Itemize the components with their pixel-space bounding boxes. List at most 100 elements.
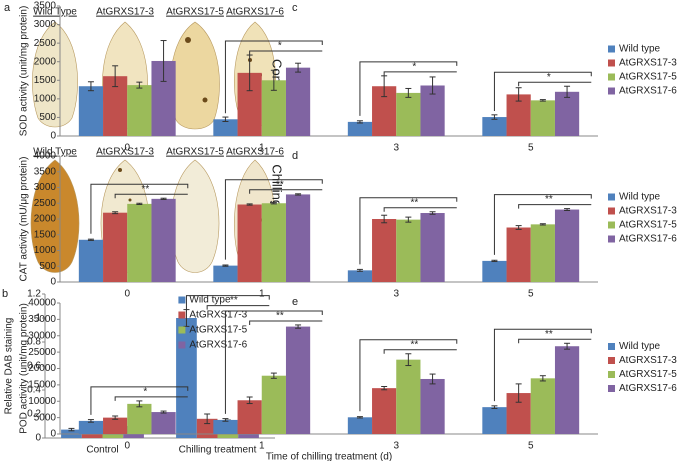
legend-swatch: [608, 357, 615, 364]
y-axis-label: POD activity (unit/mg protein): [19, 303, 30, 434]
legend-label: AtGRXS17-6: [619, 383, 677, 394]
significance: *: [143, 387, 147, 398]
bracket: [359, 339, 458, 412]
legend-label: Wild type: [619, 44, 661, 55]
y-axis-label: SOD activity (unit/mg protein): [19, 6, 30, 137]
y-tick-label: 35000: [28, 314, 56, 325]
bracket: [224, 179, 323, 260]
bar: [506, 227, 531, 282]
x-tick-label: 0: [124, 143, 130, 154]
legend-label: AtGRXS17-3: [189, 310, 247, 321]
x-tick-label: 1: [259, 441, 265, 452]
bracket: [249, 320, 323, 325]
x-tick-label: 3: [393, 289, 399, 300]
y-tick-label: 4000: [34, 151, 57, 162]
y-tick-label: 5000: [34, 412, 57, 423]
legend-swatch: [178, 341, 186, 349]
legend-label: AtGRXS17-3: [619, 58, 677, 69]
bar: [127, 403, 152, 434]
column-header: AtGRXS17-6: [226, 7, 284, 18]
bracket: [185, 295, 270, 312]
bar: [127, 203, 152, 282]
legend-label: AtGRXS17-5: [619, 220, 677, 231]
bar: [482, 117, 507, 136]
bar: [530, 378, 555, 434]
legend-swatch: [608, 343, 615, 350]
bracket: [206, 305, 270, 310]
bar: [554, 209, 580, 282]
bar: [396, 92, 421, 136]
y-tick-label: 0.8: [27, 337, 41, 348]
column-header: AtGRXS17-5: [166, 7, 224, 18]
significance: **: [230, 295, 238, 306]
x-tick-label: 1: [259, 289, 265, 300]
y-tick-label: 20000: [28, 363, 56, 374]
y-tick-label: 2500: [34, 38, 57, 49]
y-tick-label: 1500: [34, 75, 57, 86]
bar: [285, 326, 311, 434]
column-header: Wild Type: [33, 7, 77, 18]
x-tick-label: 3: [393, 441, 399, 452]
legend-swatch: [608, 371, 615, 378]
bar: [237, 204, 262, 282]
panel-label: d: [292, 150, 298, 162]
legend-swatch: [608, 59, 615, 67]
bar: [420, 378, 445, 434]
x-tick-label: 5: [528, 143, 534, 154]
bracket: [493, 71, 592, 112]
bracket: [383, 207, 457, 212]
chart: c SOD activity (unit/mg protein) 0 500 1000 1…: [19, 1, 678, 154]
bar: [482, 260, 507, 282]
bar: [237, 400, 262, 434]
legend-label: AtGRXS17-3: [619, 355, 677, 366]
y-tick-label: 0: [50, 277, 56, 288]
bar: [213, 119, 238, 136]
bar: [196, 418, 218, 438]
y-tick-label: 15000: [28, 380, 56, 391]
y-tick-label: 1: [35, 313, 41, 324]
y-tick-label: 1500: [34, 229, 57, 240]
bracket: [224, 40, 323, 114]
bracket: [493, 328, 592, 402]
leaf: [32, 21, 78, 128]
y-tick-label: 3000: [34, 19, 57, 30]
y-tick-label: 3000: [34, 182, 57, 193]
legend-label: AtGRXS17-3: [619, 206, 677, 217]
panel-label: c: [292, 2, 298, 14]
legend-swatch: [608, 235, 615, 243]
y-axis-label: Relative DAB staining: [4, 318, 15, 415]
bracket: [114, 396, 188, 401]
y-tick-label: 0: [50, 429, 56, 440]
column-header: AtGRXS17-5: [166, 147, 224, 158]
bar: [347, 270, 373, 282]
y-tick-label: 1000: [34, 245, 57, 256]
bracket: [249, 189, 323, 194]
x-axis-label: Time of chilling treatment (d): [266, 452, 392, 461]
bracket: [518, 338, 592, 344]
bar: [372, 219, 397, 282]
legend-label: AtGRXS17-5: [619, 72, 677, 83]
bar: [554, 91, 580, 136]
legend-swatch: [608, 207, 615, 215]
bar: [151, 198, 176, 282]
panel-label: e: [292, 296, 298, 308]
bracket: [518, 204, 592, 209]
leaf: [170, 21, 220, 130]
significance: **: [276, 311, 284, 322]
bar: [78, 239, 104, 282]
bar: [213, 265, 238, 282]
x-tick-label: 3: [393, 143, 399, 154]
x-tick-label: Control: [86, 445, 118, 456]
y-tick-label: 500: [39, 112, 56, 123]
y-tick-label: 2000: [34, 56, 57, 67]
legend-label: AtGRXS17-6: [619, 234, 677, 245]
y-tick-label: 25000: [28, 347, 56, 358]
legend-label: Wild type: [619, 192, 661, 203]
bracket: [493, 194, 592, 255]
bar: [78, 420, 104, 434]
bar: [261, 375, 286, 434]
legend-swatch: [608, 221, 615, 229]
